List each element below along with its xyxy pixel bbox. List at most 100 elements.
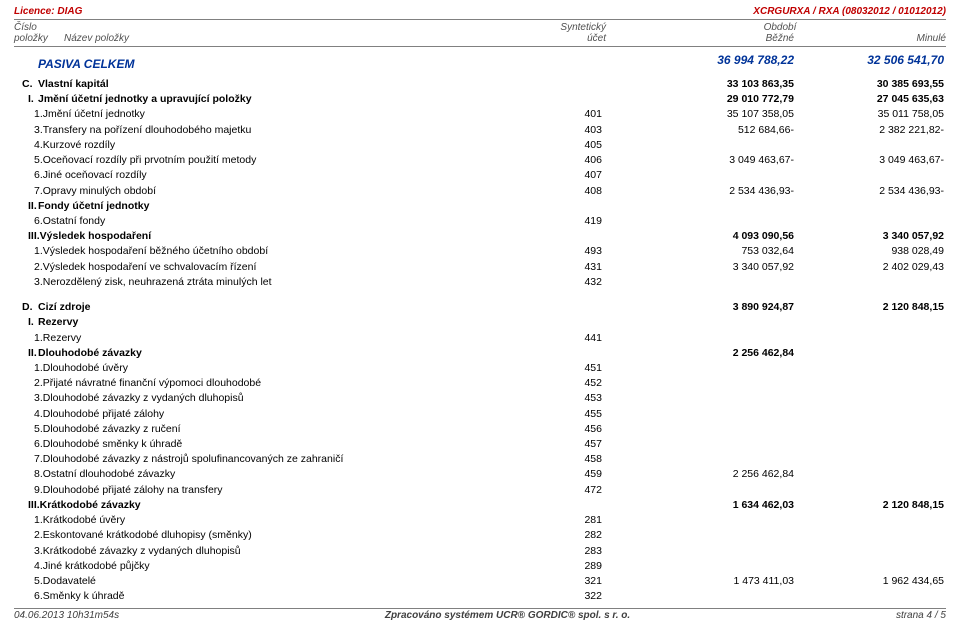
row-bezne: 4 093 090,56 — [614, 229, 794, 244]
table-row: I.Rezervy — [14, 315, 946, 330]
row-account: 281 — [534, 513, 614, 528]
row-minule: 2 120 848,15 — [794, 498, 946, 513]
row-account: 282 — [534, 528, 614, 543]
row-account: 407 — [534, 168, 614, 183]
row-bezne: 35 107 358,05 — [614, 107, 794, 122]
table-row: 3.Krátkodobé závazky z vydaných dluhopis… — [14, 544, 946, 559]
row-text: Dlouhodobé závazky z nástrojů spolufinan… — [43, 452, 534, 467]
pasiva-min: 32 506 541,70 — [794, 53, 946, 75]
row-prefix: 2. — [14, 376, 43, 391]
row-account: 401 — [534, 107, 614, 122]
row-minule: 2 534 436,93- — [794, 184, 946, 199]
table-row: 1.Krátkodobé úvěry281 — [14, 513, 946, 528]
row-text: Výsledek hospodaření ve schvalovacím říz… — [43, 260, 534, 275]
licence-label: Licence: DIAG — [14, 6, 82, 17]
row-text: Výsledek hospodaření — [40, 229, 534, 244]
row-text: Jiné krátkodobé půjčky — [43, 559, 534, 574]
table-row: II.Fondy účetní jednotky — [14, 199, 946, 214]
row-bezne: 29 010 772,79 — [614, 92, 794, 107]
row-account: 456 — [534, 422, 614, 437]
table-row: 5.Dlouhodobé závazky z ručení456 — [14, 422, 946, 437]
top-bar: Licence: DIAG XCRGURXA / RXA (08032012 /… — [14, 6, 946, 17]
row-prefix: I. — [14, 92, 38, 107]
table-row: 1.Výsledek hospodaření běžného účetního … — [14, 244, 946, 259]
row-prefix: 3. — [14, 391, 43, 406]
row-minule: 2 382 221,82- — [794, 123, 946, 138]
row-bezne: 512 684,66- — [614, 123, 794, 138]
row-text: Dodavatelé — [43, 574, 534, 589]
row-prefix: 9. — [14, 483, 43, 498]
footer-system: Zpracováno systémem UCR® GORDIC® spol. s… — [385, 610, 630, 621]
hdr-synth2: účet — [534, 33, 614, 44]
row-prefix: C. — [14, 77, 38, 92]
row-minule: 938 028,49 — [794, 244, 946, 259]
rows-block-b: D.Cizí zdroje3 890 924,872 120 848,15I.R… — [14, 300, 946, 604]
row-prefix: 1. — [14, 331, 43, 346]
table-row: III.Výsledek hospodaření4 093 090,563 34… — [14, 229, 946, 244]
row-text: Oceňovací rozdíly při prvotním použití m… — [43, 153, 534, 168]
row-text: Transfery na pořízení dlouhodobého majet… — [43, 123, 534, 138]
row-prefix: 5. — [14, 574, 43, 589]
table-row: 3.Nerozdělený zisk, neuhrazená ztráta mi… — [14, 275, 946, 290]
row-minule: 2 120 848,15 — [794, 300, 946, 315]
table-row: 6.Ostatní fondy419 — [14, 214, 946, 229]
row-minule: 30 385 693,55 — [794, 77, 946, 92]
row-prefix: 1. — [14, 107, 43, 122]
row-text: Dlouhodobé úvěry — [43, 361, 534, 376]
table-row: 6.Jiné oceňovací rozdíly407 — [14, 168, 946, 183]
row-account: 289 — [534, 559, 614, 574]
table-row: 2.Výsledek hospodaření ve schvalovacím ř… — [14, 260, 946, 275]
row-text: Rezervy — [43, 331, 534, 346]
row-prefix: 6. — [14, 168, 43, 183]
row-minule: 2 402 029,43 — [794, 260, 946, 275]
row-account: 459 — [534, 467, 614, 482]
row-prefix: 6. — [14, 589, 43, 604]
row-text: Krátkodobé závazky — [40, 498, 534, 513]
table-row: 4.Dlouhodobé přijaté zálohy455 — [14, 407, 946, 422]
row-text: Dlouhodobé směnky k úhradě — [43, 437, 534, 452]
hdr-bez: Běžné — [614, 33, 794, 44]
row-account: 405 — [534, 138, 614, 153]
row-text: Jiné oceňovací rozdíly — [43, 168, 534, 183]
table-row: 1.Dlouhodobé úvěry451 — [14, 361, 946, 376]
row-account: 322 — [534, 589, 614, 604]
row-account: 432 — [534, 275, 614, 290]
row-text: Přijaté návratné finanční výpomoci dlouh… — [43, 376, 534, 391]
row-text: Dlouhodobé přijaté zálohy — [43, 407, 534, 422]
row-bezne: 2 256 462,84 — [614, 467, 794, 482]
table-row: III.Krátkodobé závazky1 634 462,032 120 … — [14, 498, 946, 513]
row-minule: 3 049 463,67- — [794, 153, 946, 168]
row-prefix: 1. — [14, 361, 43, 376]
table-row: 5.Oceňovací rozdíly při prvotním použití… — [14, 153, 946, 168]
row-text: Směnky k úhradě — [43, 589, 534, 604]
hdr-num1: Číslo — [14, 22, 64, 33]
row-prefix: 2. — [14, 528, 43, 543]
table-row: 2.Eskontované krátkodobé dluhopisy (směn… — [14, 528, 946, 543]
table-row: 4.Jiné krátkodobé půjčky289 — [14, 559, 946, 574]
table-row: 7.Opravy minulých období4082 534 436,93-… — [14, 184, 946, 199]
row-minule: 3 340 057,92 — [794, 229, 946, 244]
row-account: 458 — [534, 452, 614, 467]
footer: 04.06.2013 10h31m54s Zpracováno systémem… — [14, 608, 946, 621]
pasiva-bez: 36 994 788,22 — [614, 53, 794, 75]
row-account: 441 — [534, 331, 614, 346]
table-row: 4.Kurzové rozdíly405 — [14, 138, 946, 153]
table-row: I.Jmění účetní jednotky a upravující pol… — [14, 92, 946, 107]
row-prefix: 2. — [14, 260, 43, 275]
row-text: Nerozdělený zisk, neuhrazená ztráta minu… — [43, 275, 534, 290]
footer-timestamp: 04.06.2013 10h31m54s — [14, 610, 119, 621]
table-row: 6.Dlouhodobé směnky k úhradě457 — [14, 437, 946, 452]
row-prefix: 7. — [14, 452, 43, 467]
row-bezne: 3 049 463,67- — [614, 153, 794, 168]
row-prefix: 5. — [14, 153, 43, 168]
pasiva-row: PASIVA CELKEM 36 994 788,22 32 506 541,7… — [14, 53, 946, 75]
hdr-num2: položky — [14, 33, 64, 44]
row-prefix: 4. — [14, 138, 43, 153]
row-prefix: I. — [14, 315, 38, 330]
row-text: Dlouhodobé závazky z ručení — [43, 422, 534, 437]
hdr-synth1: Syntetický — [534, 22, 614, 33]
row-prefix: 3. — [14, 275, 43, 290]
row-account: 403 — [534, 123, 614, 138]
row-account: 283 — [534, 544, 614, 559]
row-text: Rezervy — [38, 315, 534, 330]
